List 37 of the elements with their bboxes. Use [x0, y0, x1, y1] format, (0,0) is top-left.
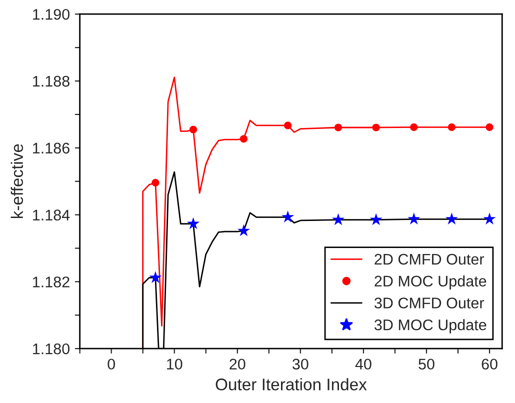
point: [332, 213, 345, 226]
y-tick-label: 1.188: [33, 76, 70, 87]
point: [410, 123, 418, 131]
point: [372, 124, 380, 132]
point: [334, 124, 342, 132]
point: [149, 271, 162, 284]
legend-label: 2D CMFD Outer: [374, 254, 484, 265]
point: [187, 217, 200, 230]
x-axis-title: Outer Iteration Index: [216, 378, 367, 390]
point: [448, 123, 456, 131]
y-tick-label: 1.180: [33, 343, 70, 354]
point: [282, 210, 294, 222]
legend-label: 3D CMFD Outer: [374, 298, 484, 308]
x-tick-label: 10: [167, 358, 182, 370]
y-tick-label: 1.182: [33, 276, 70, 288]
point: [189, 126, 198, 134]
point: [483, 212, 496, 224]
x-tick-label: 30: [292, 358, 308, 370]
y-axis-title: k-effective: [10, 144, 24, 218]
y-tick-label: 1.184: [33, 210, 70, 220]
x-tick-label: 40: [355, 358, 372, 370]
x-tick-label: 50: [418, 358, 434, 370]
point: [445, 212, 458, 224]
point: [240, 135, 248, 143]
point: [237, 224, 250, 236]
point: [284, 122, 292, 130]
legend-label: 3D MOC Update: [374, 319, 486, 334]
y-tick-label: 1.190: [33, 8, 70, 20]
point: [408, 212, 420, 224]
x-tick-label: 0: [108, 358, 115, 370]
y-tick-label: 1.186: [33, 142, 70, 154]
point: [152, 178, 160, 186]
x-tick-label: 60: [482, 358, 498, 370]
point: [486, 123, 494, 131]
legend-label: 2D MOC Update: [374, 275, 486, 290]
point: [370, 213, 382, 226]
x-tick-label: 20: [230, 358, 246, 370]
